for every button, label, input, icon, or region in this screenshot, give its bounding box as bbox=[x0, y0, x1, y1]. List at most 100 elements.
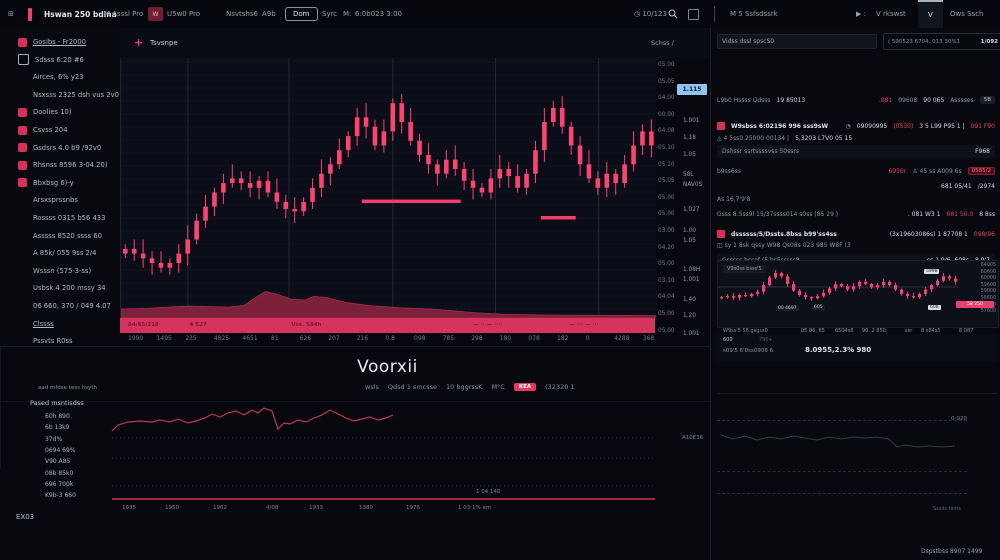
brand-logo-mark bbox=[28, 7, 32, 21]
panel-row[interactable]: Dshssr ssrtssssvss 50ssrs F968 bbox=[717, 145, 995, 158]
pro-badge[interactable]: W bbox=[148, 0, 163, 28]
watchlist-item[interactable]: Rossss 0315 b56 433 bbox=[0, 210, 120, 226]
bottom-time-label: 1 03 1% am bbox=[458, 505, 492, 511]
scheduled-label[interactable]: M 5 Ssfsdssrk bbox=[730, 0, 778, 28]
ticker-spacer bbox=[18, 77, 33, 78]
watchlist-item[interactable]: Doolies 10) bbox=[0, 104, 120, 120]
watchlist-item[interactable]: 06 660, 370 / 049 4.07 bbox=[0, 298, 120, 314]
watchlist-item[interactable]: Rhsnss 8596 3-04.20) bbox=[0, 157, 120, 173]
watchlist-item-label: Rhsnss 8596 3-04.20) bbox=[33, 161, 108, 170]
tab-1[interactable]: 600 bbox=[723, 337, 733, 343]
menu-sync[interactable]: Syrc bbox=[322, 0, 337, 28]
row-segment: L9b0 Hssss Qdsss bbox=[717, 96, 771, 104]
panel-row[interactable]: L9b0 Hssss Qdsss 19 85013 .081 09608 90 065 A… bbox=[717, 96, 995, 104]
label: Hswan 250 bdina bbox=[44, 9, 117, 19]
metric-value: V90 A85 bbox=[45, 458, 71, 466]
watchlist-item[interactable]: Nsxsss 2325 dsh vus 2v0 bbox=[0, 87, 120, 103]
price-axis-label: 05.00 bbox=[658, 327, 675, 334]
watchlist-item-label: A 85k/ 055 9ss 2/4 bbox=[33, 249, 97, 258]
watchlist-item[interactable]: Gsdsrs 4.0 b9 /92v0 bbox=[0, 140, 120, 156]
window-icon[interactable]: ⊞ bbox=[8, 0, 14, 28]
summary-stat: wsls bbox=[365, 383, 379, 391]
order-panel: ( 590523 6704, 013 30%1 1/092 L9b0 Hssss… bbox=[710, 28, 1000, 560]
menu-m[interactable]: M: bbox=[343, 0, 351, 28]
panel-row[interactable]: 681 05/41/2974 bbox=[717, 183, 995, 190]
panel-row[interactable]: dssssss/5/Dssts.8bss b99'ss4ss (3x1960308… bbox=[717, 230, 995, 238]
row-left-group: As 16.7'9'8 bbox=[717, 196, 750, 203]
dom-button[interactable]: Dom bbox=[285, 0, 318, 28]
ticker-spacer bbox=[18, 200, 33, 201]
metrics-footer-badge[interactable]: EX03 bbox=[16, 513, 35, 521]
pink-square-icon bbox=[717, 122, 725, 130]
ticker-icon bbox=[18, 37, 27, 47]
timer-indicator[interactable]: ◷ 10/123 bbox=[634, 0, 667, 28]
toolbar-settings-label[interactable]: Schss / bbox=[651, 39, 674, 47]
watchlist-item[interactable]: Csvss 204 bbox=[0, 122, 120, 138]
crosshair-icon[interactable]: + bbox=[134, 36, 144, 49]
time-axis-label: 4651 bbox=[242, 335, 258, 342]
watchlist-item[interactable]: Asssss 8520 ssss 60 bbox=[0, 228, 120, 244]
search-icon[interactable] bbox=[668, 0, 678, 28]
watchlist-item[interactable]: Wsssn (575 3-ss) bbox=[0, 263, 120, 279]
row-segment: 19 85013 bbox=[776, 96, 806, 104]
workspace-label[interactable]: V rkswst bbox=[876, 0, 906, 28]
row-segment: .081 bbox=[878, 96, 893, 104]
mini-candlestick-chart[interactable]: V9s0ss bsss'5 64005 60600 60000 59600 59000 5… bbox=[717, 260, 999, 328]
watchlist-item[interactable]: Airces, 6% y23 bbox=[0, 69, 120, 85]
panel-row[interactable]: ◬ 4 5ss0.25000 00134 | 5,3203 L7V0 05 15 bbox=[717, 135, 995, 142]
row-right-group: ◔ 09090995 (0530) 3 5 L99 P95 1 | 091 F90 bbox=[846, 123, 995, 130]
watchlist-item[interactable]: A 85k/ 055 9ss 2/4 bbox=[0, 245, 120, 261]
menu-overview[interactable]: Ows Ssch bbox=[950, 0, 983, 28]
aux-price-label: 1.05 bbox=[683, 238, 696, 244]
bottom-time-label: 1380 bbox=[359, 505, 373, 511]
panel-row[interactable]: As 16.7'9'8 bbox=[717, 196, 995, 203]
watchlist-item[interactable]: Sdsss 6:20 #6 bbox=[0, 52, 120, 68]
label: M Asssl Pro bbox=[104, 10, 144, 18]
metric-value: 696 700k bbox=[45, 480, 74, 488]
panel-row[interactable]: ◫ sy 1 8sk qssy W98 Qs08s 023 985 W8F (3 bbox=[717, 242, 995, 249]
menu-plan[interactable]: U5w0 Pro bbox=[167, 0, 200, 28]
replay-control[interactable]: ▶ : bbox=[856, 0, 866, 28]
depth-sparkline: 0-920 bbox=[711, 413, 1000, 503]
watchlist-item[interactable]: Arsxsprssnbs bbox=[0, 192, 120, 208]
aux-price-label: 1.20 bbox=[683, 313, 696, 319]
page-title: Voorxii bbox=[357, 357, 418, 377]
bottom-time-label: 1933 bbox=[309, 505, 323, 511]
watchlist-item[interactable]: Bbxbsg 6)-y bbox=[0, 175, 120, 191]
panel-search-input[interactable] bbox=[717, 34, 877, 49]
level-label: 1 04 140 bbox=[476, 489, 501, 495]
watchlist-item-label: Gosibs - Fr2000 bbox=[33, 38, 86, 46]
menu-account[interactable]: M Asssl Pro bbox=[104, 0, 143, 28]
row-segment: . 081 W3 1 bbox=[907, 211, 941, 218]
active-layout-tab[interactable]: V bbox=[918, 0, 943, 28]
row-segment: b9ss6ss bbox=[717, 167, 741, 175]
time-axis: 1990 1495 235 4825 4651 81 626 207 216 0.8 098 785 2… bbox=[120, 334, 655, 346]
layout-checkbox[interactable] bbox=[688, 0, 699, 28]
row-left-group: dssssss/5/Dssts.8bss b99'ss4ss bbox=[717, 230, 837, 238]
main-candlestick-chart[interactable] bbox=[120, 58, 656, 318]
session-clock[interactable]: 6:0b023 3:00 bbox=[355, 0, 402, 28]
watchlist-item[interactable]: Gosibs - Fr2000 bbox=[0, 34, 120, 50]
panel-row[interactable]: Gsss 8.5ss9l 15/37ssss014 s0ss (85 29 ).… bbox=[717, 211, 995, 218]
row-segment: 0585/2 bbox=[967, 167, 995, 175]
strip-label: 84/65/218 bbox=[128, 322, 159, 328]
footer-version[interactable]: Dspstbss 8907 1499 bbox=[921, 548, 983, 555]
menu-nextlevel[interactable]: Nsvtshs6 bbox=[226, 0, 258, 28]
topbar-divider[interactable] bbox=[714, 0, 715, 28]
ticker-icon bbox=[18, 125, 27, 135]
position-label: s09'5 6'0ss0908 6 bbox=[723, 348, 774, 354]
account-info-box[interactable]: ( 590523 6704, 013 30%1 1/092 bbox=[883, 33, 1000, 50]
watchlist-item[interactable]: Clssss bbox=[0, 316, 120, 332]
panel-row[interactable]: b9ss6ss 6950r ♙ 45 ss A009 6s 0585/2 bbox=[717, 167, 995, 175]
menu-add[interactable]: A9b bbox=[262, 0, 276, 28]
price-axis-label: 05.05 bbox=[658, 178, 675, 185]
aux-price-label: 1.001 bbox=[683, 331, 700, 337]
tab-2[interactable]: 790+ bbox=[759, 337, 773, 343]
symbol-label[interactable]: Tsvsnpe bbox=[150, 39, 178, 47]
watchlist-item[interactable]: Pssvts R0ss bbox=[0, 333, 120, 349]
watchlist-item[interactable]: Usbsk 4 200 mssy 34 bbox=[0, 280, 120, 296]
watchlist-item-label: Airces, 6% y23 bbox=[33, 73, 84, 82]
brand-logo[interactable] bbox=[28, 0, 32, 28]
search-icon-glyph bbox=[668, 9, 678, 19]
panel-row[interactable]: W9sbss 6:02196 996 sss9sW ◔ 09090995 (0530)… bbox=[717, 122, 995, 130]
